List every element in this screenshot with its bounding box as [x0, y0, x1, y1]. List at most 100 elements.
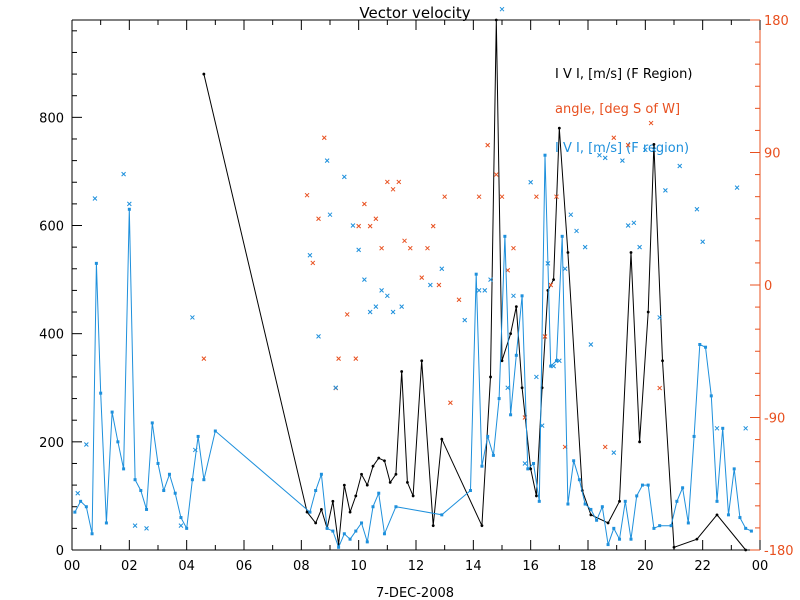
data-point-cross — [341, 174, 347, 180]
data-point-cross — [648, 120, 654, 126]
data-point-square — [145, 507, 149, 511]
data-point-cross — [178, 523, 184, 529]
data-point-dot — [406, 480, 409, 484]
data-point-square — [595, 518, 599, 522]
data-point-cross — [439, 266, 445, 272]
data-point-cross — [425, 245, 430, 251]
data-point-cross — [637, 244, 642, 250]
data-point-dot — [411, 494, 415, 498]
data-point-cross — [488, 277, 493, 282]
data-point-cross — [511, 293, 516, 299]
data-point-cross — [551, 363, 556, 369]
y-left-tick-label: 0 — [56, 544, 64, 559]
data-point-cross — [625, 223, 631, 228]
data-point-square — [520, 294, 524, 298]
data-point-square — [213, 429, 217, 433]
data-point-square — [497, 397, 501, 401]
data-point-cross — [321, 135, 327, 141]
data-point-square — [84, 505, 88, 509]
data-point-cross — [379, 245, 384, 251]
y-left-tick-label: 400 — [39, 328, 64, 343]
data-point-cross — [528, 179, 534, 185]
data-point-dot — [566, 251, 570, 254]
x-tick-label: 12 — [408, 559, 425, 574]
data-point-square — [365, 540, 369, 544]
data-point-cross — [499, 6, 505, 12]
data-point-square — [686, 521, 690, 525]
data-point-cross — [353, 356, 359, 361]
data-point-cross — [574, 228, 579, 234]
data-point-cross — [545, 261, 551, 266]
data-point-cross — [505, 385, 511, 391]
series-line-2 — [74, 155, 752, 549]
data-point-square — [319, 472, 323, 476]
data-point-dot — [695, 537, 699, 541]
data-point-cross — [390, 186, 396, 192]
data-point-dot — [365, 483, 369, 487]
data-point-square — [348, 537, 352, 541]
data-point-dot — [500, 359, 504, 363]
x-tick-label: 06 — [236, 559, 253, 574]
data-point-square — [600, 505, 604, 509]
data-point-square — [514, 353, 518, 357]
data-point-cross — [700, 239, 706, 245]
data-point-dot — [661, 359, 664, 363]
data-point-cross — [121, 171, 126, 177]
chart-title: Vector velocity — [359, 4, 470, 22]
data-point-cross — [399, 304, 405, 309]
data-point-square — [360, 521, 364, 525]
data-point-cross — [83, 442, 89, 447]
data-point-dot — [480, 524, 484, 528]
data-point-cross — [75, 490, 81, 496]
data-point-square — [116, 440, 120, 444]
data-point-cross — [362, 277, 367, 282]
data-point-cross — [367, 223, 373, 229]
data-point-square — [79, 499, 83, 503]
data-point-dot — [494, 18, 498, 22]
data-point-dot — [509, 332, 512, 336]
x-tick-label: 16 — [522, 559, 539, 574]
data-point-square — [646, 483, 650, 487]
data-point-square — [629, 537, 633, 541]
data-point-cross — [356, 223, 362, 229]
data-point-cross — [568, 212, 574, 218]
data-point-cross — [534, 374, 539, 380]
data-point-cross — [562, 266, 568, 272]
data-point-square — [503, 234, 507, 238]
data-point-square — [623, 499, 627, 503]
data-point-cross — [336, 356, 341, 361]
data-point-square — [122, 467, 126, 471]
data-point-dot — [314, 521, 318, 525]
data-point-dot — [629, 251, 633, 254]
data-point-cross — [625, 142, 631, 148]
data-point-dot — [394, 472, 398, 476]
data-point-cross — [499, 194, 505, 200]
data-point-square — [566, 502, 570, 506]
data-point-square — [726, 513, 730, 517]
data-point-square — [162, 489, 166, 493]
data-point-square — [480, 464, 484, 468]
data-point-dot — [715, 513, 719, 517]
data-point-cross — [367, 309, 373, 315]
data-point-cross — [192, 447, 198, 453]
y-right-tick-label: -90 — [764, 412, 785, 427]
data-point-cross — [602, 155, 608, 161]
data-point-square — [156, 461, 160, 465]
data-point-square — [104, 521, 108, 525]
data-point-cross — [333, 385, 339, 391]
data-point-cross — [657, 385, 663, 391]
data-point-square — [526, 467, 530, 471]
data-point-square — [371, 505, 375, 509]
data-point-cross — [663, 188, 668, 193]
data-point-square — [127, 207, 131, 211]
data-point-square — [715, 499, 719, 503]
data-point-dot — [638, 440, 641, 444]
data-point-cross — [539, 423, 545, 428]
data-point-square — [698, 342, 702, 346]
data-point-cross — [548, 282, 554, 288]
data-point-cross — [611, 135, 617, 141]
data-point-cross — [402, 238, 407, 244]
data-point-cross — [620, 158, 625, 163]
data-point-cross — [390, 309, 396, 315]
data-point-square — [744, 526, 748, 530]
